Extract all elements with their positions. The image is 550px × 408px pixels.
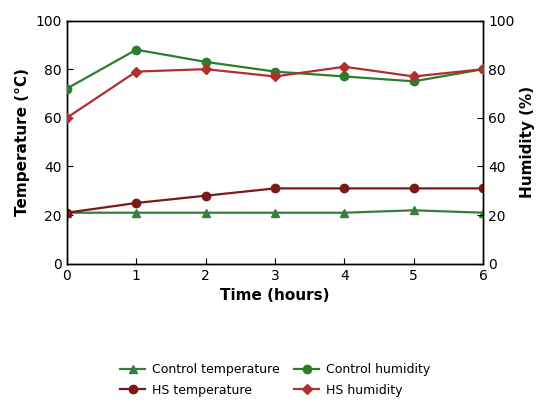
HS humidity bbox=[410, 74, 417, 79]
Control temperature bbox=[410, 208, 417, 213]
Control temperature bbox=[480, 210, 487, 215]
Line: HS temperature: HS temperature bbox=[63, 184, 487, 217]
Line: Control humidity: Control humidity bbox=[63, 46, 487, 93]
HS humidity bbox=[341, 64, 348, 69]
Control humidity bbox=[202, 60, 209, 64]
X-axis label: Time (hours): Time (hours) bbox=[220, 288, 330, 303]
Control temperature bbox=[133, 210, 140, 215]
Y-axis label: Humidity (%): Humidity (%) bbox=[520, 86, 535, 198]
Control temperature bbox=[341, 210, 348, 215]
HS humidity bbox=[480, 67, 487, 72]
Control humidity bbox=[272, 69, 278, 74]
HS temperature bbox=[272, 186, 278, 191]
Control humidity bbox=[341, 74, 348, 79]
HS temperature bbox=[480, 186, 487, 191]
HS temperature bbox=[341, 186, 348, 191]
Control temperature bbox=[202, 210, 209, 215]
HS temperature bbox=[133, 201, 140, 206]
Control humidity bbox=[63, 86, 70, 91]
HS humidity bbox=[63, 115, 70, 120]
HS temperature bbox=[410, 186, 417, 191]
Legend: Control temperature, HS temperature, Control humidity, HS humidity: Control temperature, HS temperature, Con… bbox=[116, 358, 435, 402]
Line: HS humidity: HS humidity bbox=[63, 63, 487, 121]
Control humidity bbox=[133, 47, 140, 52]
HS humidity bbox=[202, 67, 209, 72]
Control temperature bbox=[63, 210, 70, 215]
Y-axis label: Temperature (°C): Temperature (°C) bbox=[15, 68, 30, 216]
Control humidity bbox=[410, 79, 417, 84]
HS temperature bbox=[202, 193, 209, 198]
HS temperature bbox=[63, 210, 70, 215]
HS humidity bbox=[272, 74, 278, 79]
Line: Control temperature: Control temperature bbox=[63, 206, 487, 217]
Control humidity bbox=[480, 67, 487, 72]
HS humidity bbox=[133, 69, 140, 74]
Control temperature bbox=[272, 210, 278, 215]
